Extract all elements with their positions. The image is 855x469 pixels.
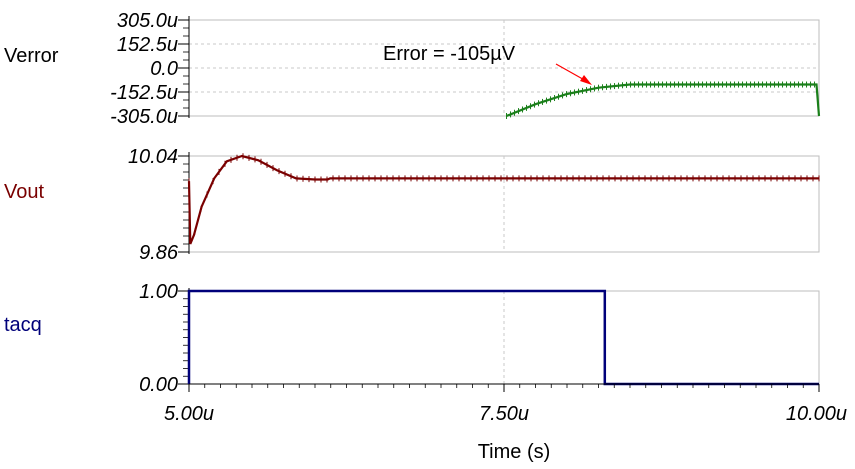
x-tick-label: 5.00u [164,403,214,425]
x-tick-label: 7.50u [479,403,529,425]
vout-series-line [187,154,819,245]
verror-y-tick-label: 152.5u [117,34,178,56]
vout-channel-label: Vout [4,181,44,203]
tacq-panel: tacq 1.00 0.00 [4,281,820,396]
x-tick-label: 10.00u [786,403,847,425]
vout-panel: Vout 10.04 9.86 [4,146,820,264]
verror-series-line [506,83,821,118]
verror-channel-label: Verror [4,45,59,67]
tacq-channel-label: tacq [4,314,42,336]
verror-y-tick-label: 305.0u [117,10,178,32]
verror-y-tick-label: 0.0 [150,58,178,80]
vout-y-tick-label: 10.04 [128,146,178,168]
verror-y-tick-label: -305.0u [110,106,178,128]
x-axis-label: Time (s) [478,441,551,463]
tacq-y-tick-label: 0.00 [139,374,178,396]
verror-y-tick-label: -152.5u [110,82,178,104]
x-axis: 5.00u 7.50u 10.00u [164,383,847,425]
error-annotation-text: Error = -105µV [383,43,516,65]
tacq-y-tick-label: 1.00 [139,281,178,303]
error-annotation-arrowhead [580,75,592,85]
vout-y-tick-label: 9.86 [139,242,179,264]
error-annotation: Error = -105µV [383,43,592,85]
